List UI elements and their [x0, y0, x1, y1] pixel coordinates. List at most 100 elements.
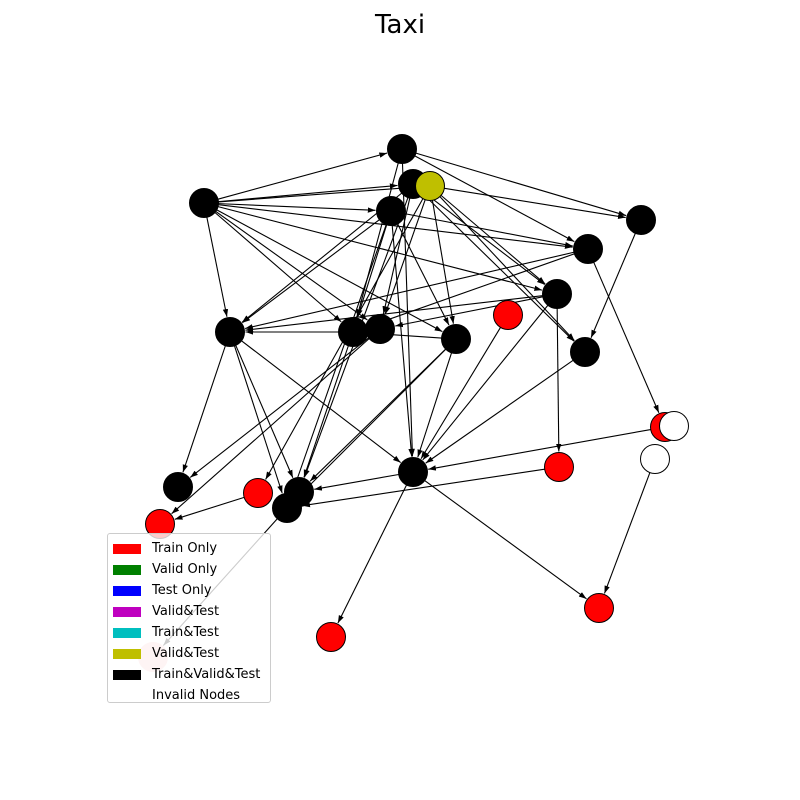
legend-swatch: [113, 564, 141, 575]
graph-node: [626, 205, 656, 235]
graph-node: [398, 457, 428, 487]
graph-node: [243, 478, 273, 508]
graph-edge: [303, 345, 349, 478]
legend-item: Valid Only: [113, 559, 270, 580]
legend-swatch: [113, 627, 141, 638]
graph-edge: [174, 496, 245, 520]
graph-edge: [395, 296, 543, 328]
graph-node: [365, 314, 395, 344]
graph-edge: [218, 204, 573, 249]
graph-edge: [397, 223, 450, 326]
graph-edge: [297, 348, 447, 498]
graph-edge: [314, 473, 399, 491]
graph-edge: [428, 429, 651, 471]
graph-node: [272, 493, 302, 523]
graph-edge: [337, 484, 408, 624]
legend-item: Train&Valid&Test: [113, 664, 270, 685]
graph-edge: [556, 308, 562, 452]
graph-edge: [245, 295, 543, 332]
legend-label: Invalid Nodes: [152, 688, 241, 703]
graph-edge: [218, 185, 415, 203]
graph-edge: [309, 348, 446, 482]
graph-edge: [603, 472, 651, 594]
graph-edge: [242, 219, 380, 324]
graph-edge: [382, 198, 411, 315]
graph-edge: [431, 200, 455, 324]
graph-node: [316, 622, 346, 652]
graph-node: [415, 171, 445, 201]
legend-item: Valid&Test: [113, 601, 270, 622]
graph-edge: [422, 193, 575, 342]
graph-edge: [189, 337, 369, 478]
graph-edge: [440, 194, 546, 285]
graph-edge: [367, 253, 575, 328]
legend-swatch: [113, 690, 141, 701]
graph-edge: [590, 233, 636, 338]
graph-edge: [241, 192, 403, 323]
graph-edge: [422, 304, 549, 461]
graph-node: [573, 234, 603, 264]
legend-item: Valid&Test: [113, 643, 270, 664]
legend-item: Train&Test: [113, 622, 270, 643]
legend-item: Invalid Nodes: [113, 685, 270, 706]
graph-edge: [405, 213, 573, 248]
graph-node: [189, 188, 219, 218]
graph-edge: [206, 217, 229, 317]
graph-edge: [424, 480, 587, 600]
graph-node: [376, 196, 406, 226]
legend-label: Valid&Test: [152, 646, 220, 661]
graph-node: [387, 134, 417, 164]
graph-edge: [244, 251, 574, 330]
graph-edge: [356, 162, 399, 318]
graph-edge: [291, 224, 387, 494]
legend-swatch: [113, 606, 141, 617]
graph-edge: [302, 468, 545, 508]
graph-node: [542, 279, 572, 309]
graph-edge: [216, 209, 443, 333]
graph-edge: [217, 206, 543, 291]
legend-swatch: [113, 669, 141, 680]
graph-node: [441, 324, 471, 354]
legend-item: Train Only: [113, 538, 270, 559]
legend-label: Valid&Test: [152, 604, 220, 619]
legend-item: Test Only: [113, 580, 270, 601]
graph-node: [338, 317, 368, 347]
graph-edge: [414, 155, 575, 243]
graph-node: [493, 300, 523, 330]
graph-edge: [171, 338, 370, 515]
chart-title: Taxi: [374, 10, 426, 40]
legend-swatch: [113, 585, 141, 596]
legend-label: Train&Test: [152, 625, 219, 640]
graph-edge: [417, 352, 453, 458]
legend-swatch: [113, 648, 141, 659]
graph-edge: [235, 345, 294, 478]
graph-node: [659, 411, 689, 441]
graph-edge: [384, 199, 426, 315]
graph-edge: [425, 359, 574, 464]
graph-edge: [215, 210, 368, 321]
graph-edge: [415, 152, 627, 217]
graph-edge: [391, 225, 414, 457]
graph-edge: [182, 345, 226, 473]
graph-edge: [241, 340, 402, 464]
legend-label: Test Only: [152, 583, 212, 598]
graph-node: [584, 593, 614, 623]
graph-node: [163, 472, 193, 502]
graph-node: [640, 444, 670, 474]
legend-label: Train&Valid&Test: [152, 667, 261, 682]
graph-node: [544, 452, 574, 482]
graph-edge: [233, 345, 283, 494]
graph-edge: [218, 183, 398, 203]
legend-label: Valid Only: [152, 562, 218, 577]
legend: Train Only Valid Only Test Only Valid&Test T…: [107, 533, 271, 703]
graph-edge: [217, 152, 388, 200]
graph-edge: [214, 212, 342, 323]
graph-edge: [424, 192, 546, 286]
graph-edge: [218, 203, 376, 213]
graph-edge: [593, 262, 660, 413]
legend-label: Train Only: [152, 541, 218, 556]
graph-edge: [444, 187, 626, 219]
graph-node: [215, 317, 245, 347]
graph-edge: [439, 196, 575, 342]
graph-node: [570, 337, 600, 367]
